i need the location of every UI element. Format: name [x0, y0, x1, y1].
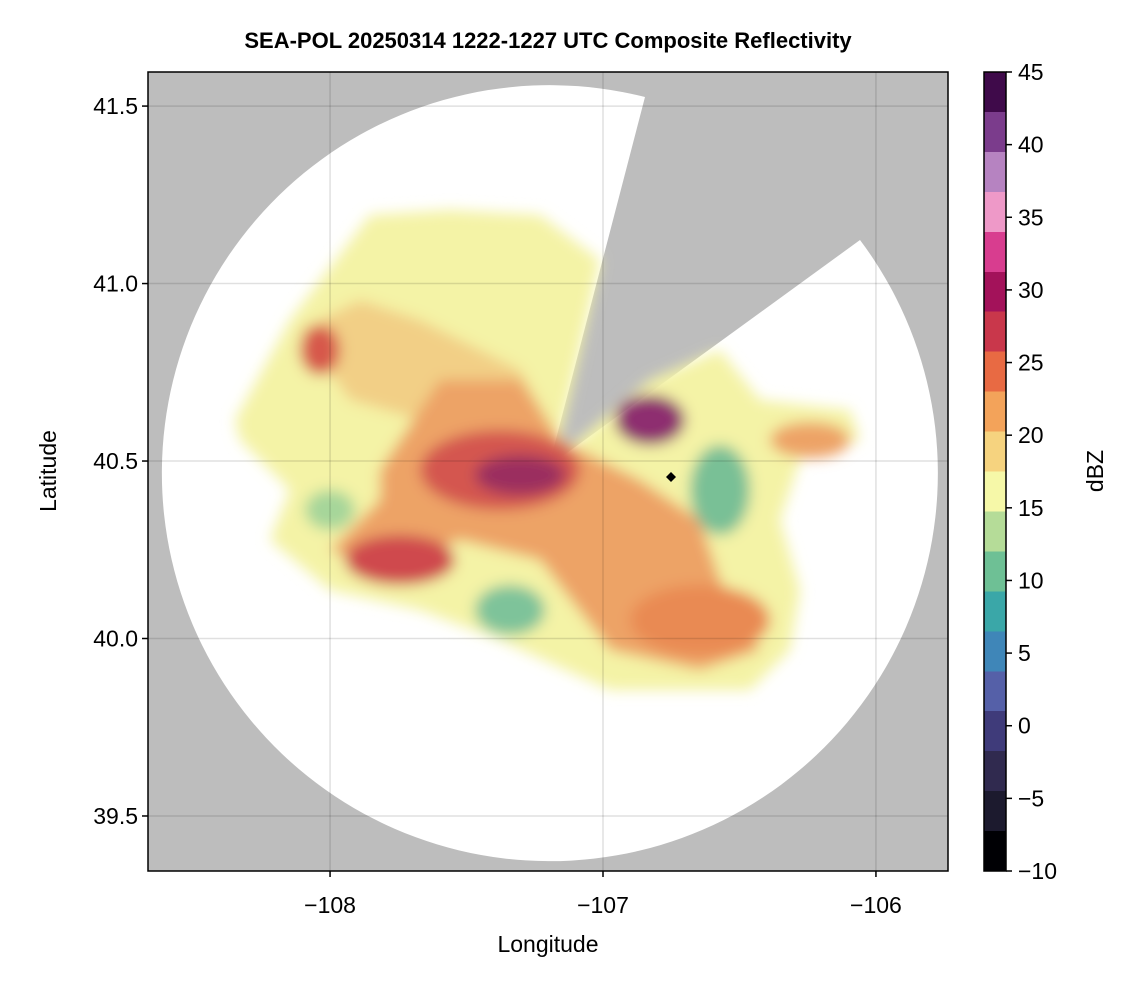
plot-frame	[147, 71, 949, 872]
y-tick-label: 41.5	[93, 93, 138, 119]
reflectivity-field	[235, 210, 860, 690]
colorbar-tick-label: 35	[1018, 204, 1044, 230]
colorbar-tick-label: 25	[1018, 350, 1044, 376]
colorbar-label: dBZ	[1082, 450, 1108, 492]
chart-title: SEA-POL 20250314 1222-1227 UTC Composite…	[244, 28, 852, 53]
y-axis-label: Latitude	[35, 430, 61, 512]
colorbar-tick-label: 20	[1018, 422, 1044, 448]
colorbar-tick-label: 5	[1018, 640, 1031, 666]
colorbar-tick-label: 15	[1018, 495, 1044, 521]
x-tick-label: −107	[577, 892, 629, 918]
x-tick-label: −106	[850, 892, 902, 918]
y-tick-label: 39.5	[93, 803, 138, 829]
y-tick-label: 41.0	[93, 271, 138, 297]
y-tick-label: 40.0	[93, 626, 138, 652]
colorbar-tick-label: −10	[1018, 858, 1057, 884]
plot-area	[148, 72, 948, 871]
y-tick-label: 40.5	[93, 448, 138, 474]
x-tick-label: −108	[304, 892, 356, 918]
radar-site-marker	[666, 472, 676, 482]
colorbar-scale	[983, 71, 1007, 872]
colorbar-tick-label: 0	[1018, 713, 1031, 739]
colorbar-tick-label: 45	[1018, 59, 1044, 85]
colorbar-tick-label: −5	[1018, 785, 1044, 811]
colorbar: −10 −5 0 5 10 15 20 25 30 35 40 45	[983, 59, 1057, 884]
colorbar-tick-label: 30	[1018, 277, 1044, 303]
colorbar-tick-label: 10	[1018, 567, 1044, 593]
x-axis-label: Longitude	[497, 931, 598, 957]
colorbar-tick-label: 40	[1018, 132, 1044, 158]
grid	[148, 72, 948, 871]
